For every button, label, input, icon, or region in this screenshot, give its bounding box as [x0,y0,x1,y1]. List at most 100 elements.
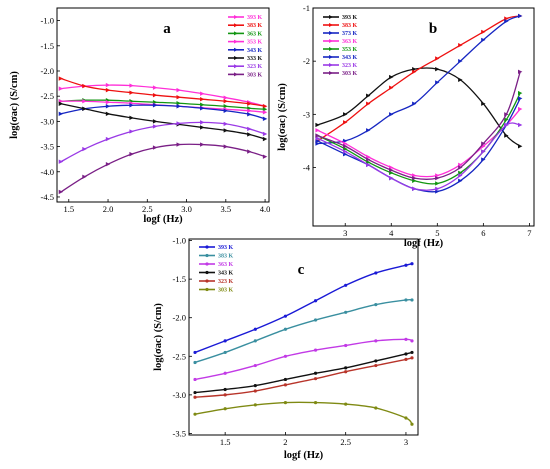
data-point [223,104,229,109]
data-point [105,104,111,109]
data-point [176,87,181,93]
data-point [458,43,463,48]
panel-label: a [163,21,171,37]
data-point [412,186,417,191]
series-303-k [193,400,414,426]
series-323-k [193,356,414,399]
data-point [193,360,197,365]
legend-marker [234,64,238,69]
data-point [315,128,320,133]
data-point [193,412,197,416]
data-point [389,175,394,181]
data-point [366,157,371,162]
data-point [176,101,181,106]
data-point [404,337,408,341]
data-point [344,343,348,348]
data-point [176,121,181,126]
legend-label: 303 K [342,71,358,77]
data-point [410,350,414,355]
series-393-k [193,262,414,355]
x-tick-label: 6 [481,228,485,238]
data-point [404,416,408,420]
legend-label: 363 K [218,262,234,268]
data-point [193,395,197,399]
y-tick-label: -2.0 [173,313,186,323]
data-point [223,339,227,343]
data-point [481,141,486,146]
data-point [366,128,371,133]
data-point [262,110,268,115]
chart-panel-b: 3 4 5 6 7 -1 -2 -3 -4 logf (Hz) log(σac) (S/cm) b 39… [277,3,535,249]
data-point [58,189,64,195]
data-point [283,314,288,318]
legend-label: 383 K [247,23,263,29]
panel-label: c [298,262,305,278]
data-point [389,74,394,80]
data-point [517,69,523,75]
series-line [194,401,413,425]
x-tick-label: 2.5 [340,437,351,447]
data-point [374,339,378,343]
data-point [435,175,440,181]
data-point [200,106,205,111]
data-point [129,103,134,108]
data-point [193,377,197,382]
y-tick-label: -2.5 [41,91,54,101]
series-line [60,99,266,110]
plot-frame [312,7,535,227]
data-point [223,128,229,133]
data-point [313,299,318,303]
y-axis-label: log(σac) (S/cm) [277,83,288,151]
data-point [223,350,227,355]
legend-marker [329,47,333,51]
data-point [344,402,348,406]
y-tick-label: -1.0 [41,16,54,26]
data-point [481,157,486,162]
data-point [58,101,64,106]
data-point [344,283,348,287]
legend-marker [329,31,333,35]
data-point [313,377,318,381]
legend-label: 323 K [342,63,358,69]
data-point [105,136,111,142]
data-point [504,133,509,138]
data-point [193,390,197,395]
data-point [247,149,252,154]
legend-marker [234,15,238,19]
legend-label: 363 K [247,31,263,37]
data-point [517,144,523,149]
data-point [262,116,268,122]
data-point [344,366,348,370]
data-point [283,354,288,358]
series-line [194,357,413,398]
data-point [343,144,348,149]
data-point [410,298,414,302]
data-point [200,102,205,107]
data-point [313,400,318,405]
legend-label: 343 K [218,271,234,277]
x-tick-label: 1.5 [220,437,231,447]
data-point [176,142,181,147]
data-point [366,93,371,98]
x-tick-label: 5 [435,228,439,238]
data-point [315,122,320,128]
data-point [152,145,158,150]
data-point [517,90,523,96]
data-point [262,104,268,109]
data-point [283,400,288,405]
data-point [517,106,523,112]
legend-marker [234,56,238,60]
data-point [262,154,268,159]
data-point [458,173,463,178]
legend-marker [205,253,209,258]
legend-label: 323 K [218,279,234,285]
x-tick-label: 2.5 [142,204,153,214]
series-line [317,122,521,191]
data-point [152,85,158,90]
data-point [481,37,486,43]
x-tick-label: 3 [343,228,347,238]
data-point [389,85,394,90]
data-point [313,318,318,322]
data-point [283,383,288,387]
data-point [152,103,158,108]
